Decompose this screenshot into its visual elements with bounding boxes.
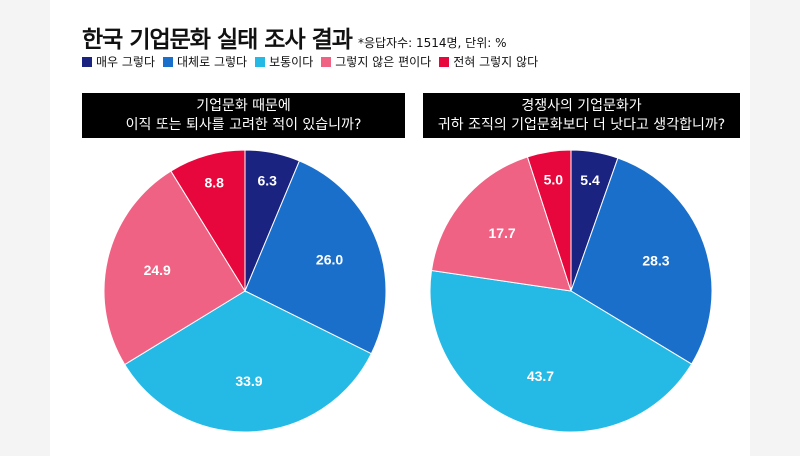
- legend: 매우 그렇다 대체로 그렇다 보통이다 그렇지 않은 편이다 전혀 그렇지 않다: [82, 53, 538, 70]
- question-2-line-1: 경쟁사의 기업문화가: [521, 98, 642, 114]
- pie-slice: [429, 269, 693, 433]
- legend-item: 전혀 그렇지 않다: [439, 53, 538, 70]
- legend-item: 보통이다: [255, 53, 313, 70]
- legend-label: 그렇지 않은 편이다: [335, 55, 432, 69]
- data-label: 33.9: [235, 373, 262, 389]
- data-label: 24.9: [144, 262, 171, 278]
- pie-slice: [570, 157, 713, 365]
- legend-swatch: [439, 56, 450, 67]
- legend-swatch: [255, 56, 266, 67]
- question-box-2: 경쟁사의 기업문화가 귀하 조직의 기업문화보다 더 낫다고 생각합니까?: [423, 93, 740, 138]
- data-label: 26.0: [316, 251, 343, 267]
- data-label: 28.3: [642, 253, 669, 269]
- pie-slice: [170, 149, 246, 293]
- pie-slice: [103, 170, 246, 366]
- pie-slice: [244, 160, 387, 355]
- data-label: 17.7: [488, 225, 515, 241]
- legend-label: 매우 그렇다: [96, 55, 156, 69]
- legend-item: 그렇지 않은 편이다: [321, 53, 431, 70]
- legend-item: 매우 그렇다: [82, 53, 155, 70]
- question-1-line-2: 이직 또는 퇴사를 고려한 적이 있습니까?: [125, 117, 362, 133]
- question-box-1: 기업문화 때문에 이직 또는 퇴사를 고려한 적이 있습니까?: [82, 93, 405, 138]
- data-label: 5.4: [580, 172, 600, 188]
- legend-label: 전혀 그렇지 않다: [453, 55, 539, 69]
- title-text: 한국 기업문화 실태 조사 결과: [82, 27, 353, 53]
- data-label: 5.0: [544, 172, 564, 188]
- data-label: 6.3: [257, 172, 277, 188]
- legend-item: 대체로 그렇다: [163, 53, 247, 70]
- legend-swatch: [82, 56, 92, 67]
- question-2-line-2: 귀하 조직의 기업문화보다 더 낫다고 생각합니까?: [437, 117, 726, 133]
- data-label: 43.7: [527, 368, 554, 384]
- data-label: 8.8: [204, 174, 224, 190]
- legend-swatch: [321, 56, 332, 67]
- pie-slice: [526, 149, 572, 292]
- legend-label: 대체로 그렇다: [177, 55, 248, 69]
- question-1-line-1: 기업문화 때문에: [196, 98, 291, 114]
- legend-label: 보통이다: [269, 55, 314, 69]
- chart-title: 한국 기업문화 실태 조사 결과 *응답자수: 1514명, 단위: %: [82, 20, 507, 54]
- pie-slice: [124, 290, 372, 433]
- pie-slice: [430, 156, 572, 292]
- note: *응답자수: 1514명, 단위: %: [357, 36, 507, 50]
- legend-swatch: [163, 56, 174, 67]
